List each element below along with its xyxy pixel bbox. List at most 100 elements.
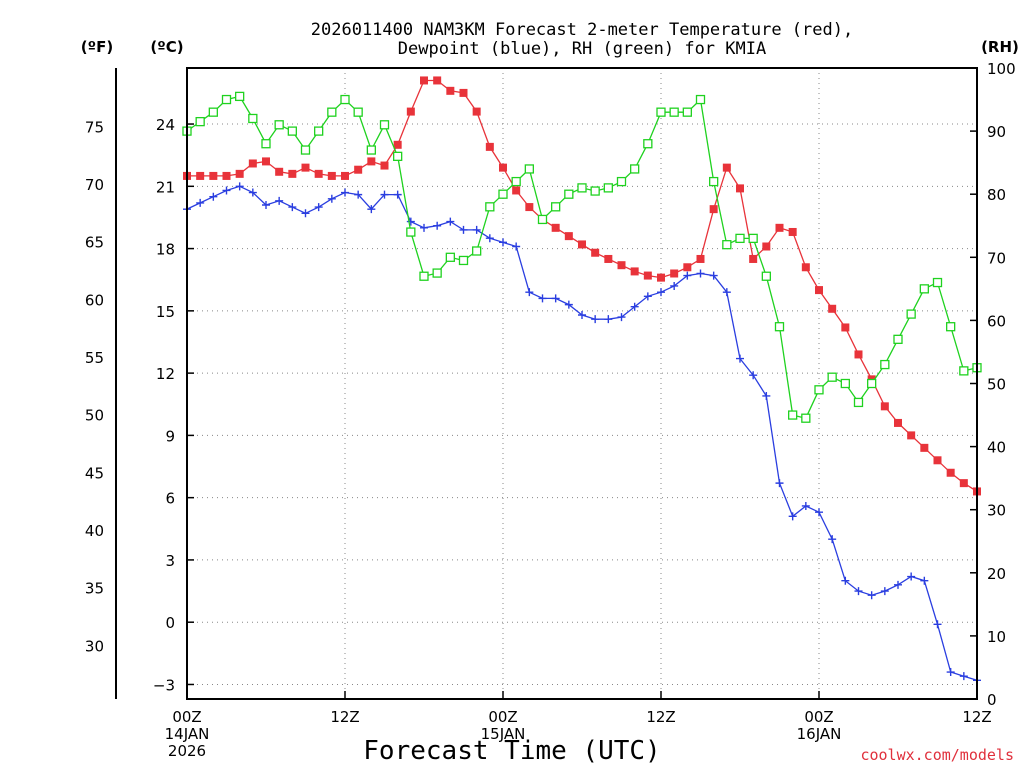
temperature-point: [393, 140, 402, 149]
x-tick-label: 00Z: [488, 708, 517, 726]
temperature-point: [275, 167, 284, 176]
rh-point: [761, 271, 771, 281]
rh-point: [235, 91, 245, 102]
rh-point: [827, 372, 837, 382]
dewpoint-point: [749, 371, 758, 380]
temperature-point: [314, 169, 323, 178]
temperature-point: [617, 261, 626, 270]
dewpoint-point: [683, 271, 692, 280]
temperature-point: [815, 286, 823, 295]
rh-point: [366, 145, 376, 155]
dewpoint-point: [499, 238, 507, 247]
dewpoint-point: [367, 205, 376, 214]
dewpoint-point: [643, 292, 652, 301]
temperature-point: [367, 157, 376, 166]
temperature-point: [551, 223, 560, 232]
dewpoint-point: [867, 591, 876, 600]
series-layer: [182, 76, 982, 685]
temperature-point: [801, 263, 810, 272]
dewpoint-point: [314, 203, 323, 212]
rh-point: [695, 94, 706, 105]
dewpoint-point: [907, 572, 916, 581]
rh-point: [221, 94, 232, 105]
rh-point: [577, 183, 587, 193]
celsius-tick-label: 3: [165, 552, 175, 570]
x-tick-label: 2026: [168, 742, 206, 760]
fahrenheit-tick-label: 55: [85, 349, 104, 367]
rh-point: [643, 139, 653, 149]
temperature-point: [709, 205, 718, 214]
dewpoint-point: [288, 203, 297, 212]
x-tick-label: 15JAN: [481, 725, 526, 743]
rh-point: [340, 94, 350, 105]
celsius-tick-label: 12: [156, 365, 175, 383]
celsius-tick-label: −3: [153, 676, 175, 694]
rh-point: [656, 107, 666, 117]
rh-point: [709, 176, 719, 187]
fahrenheit-tick-label: 30: [85, 637, 104, 655]
x-tick-label: 16JAN: [797, 725, 842, 743]
rh-point: [616, 176, 627, 187]
rh-tick-label: 40: [987, 439, 1006, 457]
rh-point: [801, 413, 811, 423]
temperature-point: [657, 273, 665, 282]
temperature-series: [183, 76, 981, 496]
dewpoint-point: [657, 288, 665, 297]
temperature-point: [564, 232, 573, 241]
dewpoint-point: [538, 294, 547, 303]
rh-point: [393, 151, 403, 161]
fahrenheit-tick-label: 35: [85, 580, 104, 598]
rh-point: [353, 107, 363, 117]
temperature-point: [209, 171, 218, 180]
dewpoint-point: [301, 209, 310, 218]
fahrenheit-tick-label: 70: [85, 176, 104, 194]
rh-tick-label: 80: [987, 186, 1006, 204]
dewpoint-point: [354, 190, 363, 199]
chart-title-line1: 2026011400 NAM3KM Forecast 2-meter Tempe…: [311, 20, 853, 40]
temperature-point: [736, 184, 744, 193]
rh-point: [498, 189, 508, 199]
temperature-point: [235, 169, 244, 178]
celsius-tick-label: 18: [156, 241, 175, 259]
temperature-point: [670, 269, 679, 278]
rh-point: [208, 107, 218, 117]
rh-tick-label: 100: [987, 60, 1016, 78]
dewpoint-point: [762, 391, 771, 400]
temperature-point: [420, 76, 428, 85]
credit-text: coolwx.com/models: [860, 746, 1014, 764]
rh-point: [379, 120, 390, 130]
x-tick-label: 12Z: [330, 708, 359, 726]
dewpoint-point: [459, 225, 468, 234]
x-tick-label: 12Z: [646, 708, 675, 726]
temperature-point: [630, 267, 639, 276]
dewpoint-point: [235, 182, 244, 191]
fahrenheit-tick-label: 45: [85, 464, 104, 482]
dewpoint-point: [262, 200, 270, 209]
celsius-axis: 24 21 18 15 12 9 6 3 0 −3: [153, 116, 194, 694]
temperature-point: [946, 468, 955, 477]
dewpoint-point: [815, 508, 823, 517]
rh-point: [814, 385, 824, 395]
rh-point: [564, 189, 574, 199]
rh-point: [669, 107, 679, 117]
rh-point: [458, 255, 469, 266]
dewpoint-point: [894, 580, 902, 589]
temperature-point: [880, 402, 889, 411]
temperature-point: [354, 165, 363, 174]
celsius-tick-label: 6: [165, 490, 175, 508]
rh-point: [406, 227, 416, 237]
rh-point: [880, 359, 890, 370]
temperature-point: [406, 107, 415, 116]
rh-point: [485, 202, 495, 212]
temperature-point: [643, 271, 652, 280]
rh-line: [186, 95, 978, 419]
rh-point: [774, 322, 785, 332]
dewpoint-point: [564, 300, 573, 309]
dewpoint-line: [186, 185, 978, 681]
dewpoint-point: [880, 587, 889, 596]
temperature-point: [775, 223, 784, 232]
dewpoint-point: [854, 587, 863, 596]
temperature-point: [683, 263, 692, 272]
